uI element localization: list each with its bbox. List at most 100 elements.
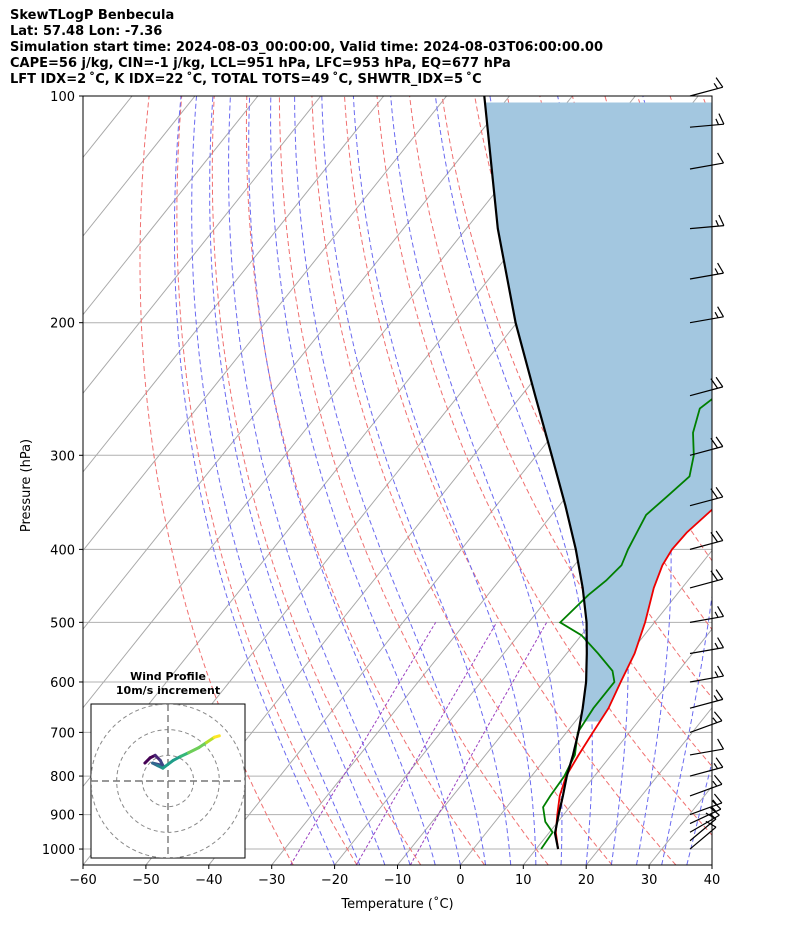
- wind-barb: [689, 689, 724, 709]
- mixing-ratio-line: [355, 622, 498, 865]
- dry-adiabat: [702, 96, 712, 122]
- cape-area: [485, 102, 712, 722]
- moist-adiabat: [209, 96, 386, 865]
- wind-barb: [689, 77, 724, 97]
- barb-shaft: [689, 539, 723, 550]
- chart-header: SkewTLogP Benbecula Lat: 57.48 Lon: -7.3…: [10, 8, 603, 88]
- wind-barb: [689, 757, 724, 777]
- hodograph-title-text: Wind Profile: [130, 670, 206, 683]
- barb-half-flag: [715, 118, 720, 125]
- dry-adiabat: [768, 96, 794, 865]
- hodograph-trace-segment: [161, 758, 175, 770]
- y-tick-label: 100: [50, 90, 75, 105]
- barb-half-flag: [713, 763, 719, 769]
- moist-adiabat: [321, 96, 512, 865]
- isotherm-line: [83, 96, 510, 630]
- isotherm-line: [460, 549, 712, 865]
- barb-flag: [718, 113, 725, 125]
- x-tick-label: 30: [641, 873, 658, 888]
- isotherm-line: [711, 864, 712, 865]
- y-tick-label: 500: [50, 616, 75, 631]
- barb-flag: [717, 152, 725, 164]
- moist-adiabat: [191, 96, 361, 865]
- barb-flag: [717, 665, 725, 677]
- dry-adiabat: [409, 96, 712, 768]
- dry-adiabat: [311, 96, 613, 865]
- x-axis-label: Temperature (˚C): [340, 896, 453, 912]
- barb-half-flag: [714, 611, 719, 618]
- barb-half-flag: [714, 311, 719, 318]
- barb-half-flag: [712, 799, 718, 806]
- barb-shaft: [689, 814, 720, 833]
- dry-adiabat: [376, 96, 712, 836]
- isotherm-line: [522, 628, 712, 865]
- dry-adiabat: [441, 96, 712, 699]
- hodograph-title: Wind Profile 10m/s increment: [91, 670, 245, 698]
- chart-title: SkewTLogP Benbecula: [10, 8, 175, 23]
- x-tick-label: 20: [578, 873, 595, 888]
- barb-flag: [713, 711, 723, 722]
- x-tick-label: −10: [384, 873, 411, 888]
- isotherm-line: [208, 235, 712, 865]
- x-tick-label: −40: [195, 873, 222, 888]
- indices-line: LFT IDX=2 ˚C, K IDX=22 ˚C, TOTAL TOTS=49…: [10, 72, 482, 87]
- wind-barb: [689, 665, 725, 683]
- y-tick-label: 700: [50, 726, 75, 741]
- barb-shaft: [689, 162, 724, 170]
- hodograph-trace-segment: [212, 734, 221, 739]
- isotherm-line: [0, 96, 6, 865]
- isotherm-line: [83, 96, 447, 552]
- isotherm-line: [0, 96, 69, 865]
- barb-shaft: [689, 720, 723, 733]
- barb-half-flag: [713, 82, 719, 89]
- barb-flag: [717, 738, 725, 750]
- barb-half-flag: [713, 695, 719, 702]
- barb-flag: [715, 757, 724, 768]
- barb-shaft: [689, 578, 723, 589]
- moist-adiabat: [270, 96, 461, 865]
- cape-line: CAPE=56 j/kg, CIN=-1 j/kg, LCL=951 hPa, …: [10, 56, 511, 71]
- barb-shaft: [689, 808, 722, 825]
- mixing-ratio-line: [409, 622, 548, 865]
- barb-flag: [717, 262, 725, 274]
- hodograph-trace-segment: [205, 735, 216, 744]
- barb-shaft: [689, 748, 724, 756]
- barb-flag: [718, 214, 725, 226]
- barb-flag: [715, 77, 724, 88]
- y-tick-label: 800: [50, 770, 75, 785]
- isotherm-line: [83, 96, 259, 316]
- dry-adiabat: [176, 96, 358, 865]
- barb-flag: [713, 793, 723, 804]
- x-tick-label: 10: [515, 873, 532, 888]
- y-tick-label: 900: [50, 809, 75, 824]
- x-tick-label: 0: [456, 873, 464, 888]
- parcel-line: [483, 96, 588, 850]
- y-tick-label: 600: [50, 676, 75, 691]
- temperature-line: [554, 508, 712, 850]
- moist-adiabat: [294, 96, 487, 865]
- x-tick-label: −20: [321, 873, 348, 888]
- wind-barb: [689, 711, 723, 733]
- wind-barb: [689, 152, 725, 170]
- isotherm-line: [83, 96, 385, 473]
- barb-shaft: [689, 86, 723, 97]
- barb-flag: [717, 637, 725, 648]
- wind-barb: [689, 530, 724, 550]
- x-tick-label: −60: [69, 873, 96, 888]
- y-axis-label: Pressure (hPa): [19, 439, 34, 532]
- barb-half-flag: [712, 717, 718, 723]
- dry-adiabat: [245, 96, 485, 865]
- barb-flag: [715, 376, 724, 388]
- moist-adiabat: [390, 96, 563, 865]
- barb-flag: [715, 436, 724, 447]
- wind-barb: [689, 793, 723, 816]
- dry-adiabat: [139, 96, 294, 865]
- hodograph-trace-segment: [197, 741, 208, 750]
- wind-barb: [689, 214, 725, 230]
- x-tick-label: −50: [132, 873, 159, 888]
- wind-barb: [689, 606, 725, 623]
- moist-adiabat: [711, 862, 712, 865]
- hodograph-inner: [91, 704, 245, 858]
- wind-barb: [689, 113, 725, 128]
